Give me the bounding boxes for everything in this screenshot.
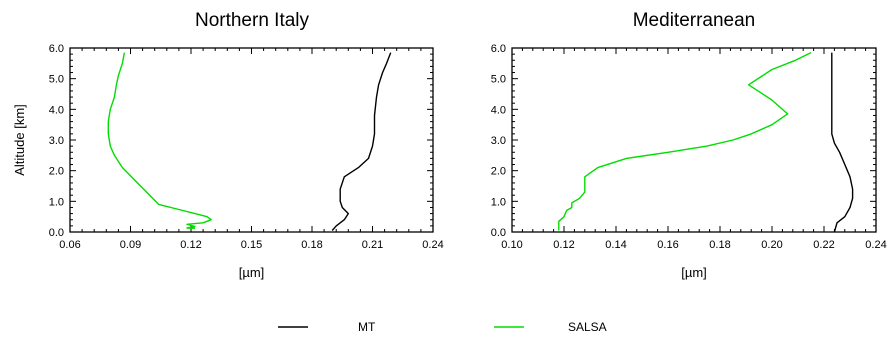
series-line-salsa: [107, 52, 212, 229]
y-tick-label: 3.0: [49, 135, 64, 147]
x-tick-label: 0.09: [120, 239, 141, 251]
x-tick-label: 0.24: [422, 239, 443, 251]
plot-frame: [511, 47, 877, 233]
x-axis-label: [µm]: [681, 265, 707, 280]
x-tick-label: 0.21: [362, 239, 383, 251]
y-axis-label: Altitude [km]: [12, 104, 27, 176]
x-tick-label: 0.20: [761, 239, 782, 251]
y-tick-label: 1.0: [491, 196, 506, 208]
y-tick-label: 2.0: [49, 166, 64, 178]
plot-frame: [69, 47, 434, 233]
x-tick-label: 0.16: [657, 239, 678, 251]
x-tick-label: 0.10: [501, 239, 522, 251]
series-line-mt: [831, 52, 854, 233]
y-tick-label: 1.0: [49, 196, 64, 208]
legend: MT SALSA: [278, 320, 607, 334]
x-tick-label: 0.24: [865, 239, 886, 251]
chart-title: Northern Italy: [195, 10, 310, 31]
y-tick-label: 5.0: [491, 74, 506, 86]
series-line-salsa: [558, 51, 812, 231]
x-tick-label: 0.06: [59, 239, 80, 251]
y-tick-label: 0.0: [49, 227, 64, 239]
legend-label-salsa: SALSA: [568, 320, 607, 334]
chart-title: Mediterranean: [633, 10, 756, 31]
x-tick-label: 0.15: [241, 239, 262, 251]
x-tick-label: 0.18: [709, 239, 730, 251]
x-tick-label: 0.14: [605, 239, 626, 251]
y-tick-label: 0.0: [491, 227, 506, 239]
y-tick-label: 3.0: [491, 135, 506, 147]
x-tick-label: 0.12: [180, 239, 201, 251]
chart-panel-1: Northern Italy 0.06 0.09 0.12 0.15 0.18 0.21 0.…: [12, 10, 444, 280]
y-tick-label: 4.0: [49, 104, 64, 116]
chart-panel-2: Mediterranean 0.10 0.12 0.14 0.16 0.18 0.20 0.2…: [491, 10, 887, 280]
y-tick-label: 4.0: [491, 104, 506, 116]
x-tick-label: 0.12: [553, 239, 574, 251]
x-tick-label: 0.18: [301, 239, 322, 251]
series-line-mt: [331, 52, 392, 231]
y-tick-label: 5.0: [49, 74, 64, 86]
x-axis-label: [µm]: [239, 265, 265, 280]
legend-label-mt: MT: [358, 320, 376, 334]
y-tick-label: 6.0: [491, 43, 506, 55]
y-tick-label: 2.0: [491, 166, 506, 178]
x-tick-label: 0.22: [813, 239, 834, 251]
y-tick-label: 6.0: [49, 43, 64, 55]
